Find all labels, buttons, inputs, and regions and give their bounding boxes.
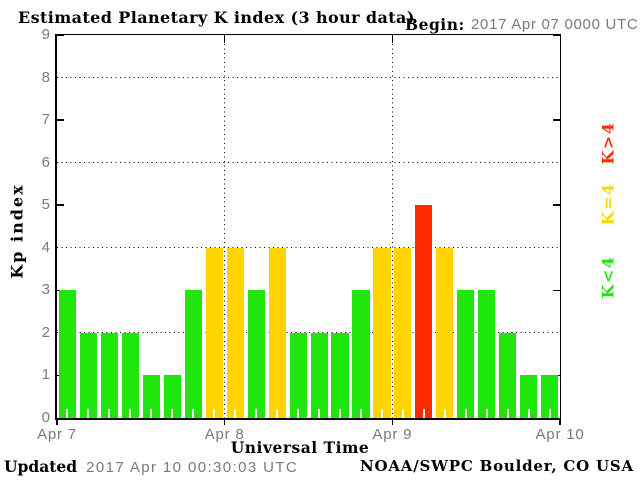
day-boundary-line-2 [391,35,393,418]
ytick-label-1: 1 [41,366,50,384]
kp-bar [268,247,286,418]
kp-bar [310,332,328,418]
bar-base-tick [87,409,90,418]
ytick-label-6: 6 [41,153,50,171]
updated-timestamp: 2017 Apr 10 00:30:03 UTC [86,459,299,476]
kp-bar [142,375,160,418]
kp-bar [163,375,181,418]
bar-base-tick [443,409,446,418]
updated-label: Updated [4,457,78,476]
kp-bar [184,290,202,418]
legend-item-1: K=4 [598,182,618,226]
bar-base-tick [276,409,279,418]
xtick-bottom-0 [56,420,58,425]
bar-base-tick [464,409,467,418]
begin-value: 2017 Apr 07 0000 UTC [471,16,639,33]
kp-bar [457,290,475,418]
ytick-label-5: 5 [41,196,50,214]
bar-base-tick [338,409,341,418]
bar-base-tick [359,409,362,418]
ytick-label-3: 3 [41,281,50,299]
bar-base-tick [213,409,216,418]
kp-bar [373,247,391,418]
bar-base-tick [380,409,383,418]
day-tick-top-2 [391,35,394,43]
begin-label: Begin: [405,15,465,34]
ytick-label-2: 2 [41,323,50,341]
bar-base-tick [506,409,509,418]
ytick-left-7 [57,119,64,121]
kp-bar [436,247,454,418]
bar-base-tick [108,409,111,418]
bar-base-tick [234,409,237,418]
kp-bar [205,247,223,418]
bar-base-tick [297,409,300,418]
gridline-kp-8 [57,77,560,79]
kp-bar [415,205,433,418]
ytick-label-7: 7 [41,111,50,129]
bar-base-tick [548,409,551,418]
chart-title: Estimated Planetary K index (3 hour data… [18,8,415,27]
kp-bar [121,332,140,418]
bar-base-tick [255,409,258,418]
day-boundary-line-1 [224,35,226,418]
kp-bar [79,332,98,418]
kp-bar [247,290,265,418]
xtick-label-apr-9: Apr 9 [372,426,413,443]
kp-bar [394,247,412,418]
kp-bar [520,375,538,418]
ytick-left-9 [57,34,64,36]
kp-bar [499,332,517,418]
bar-base-tick [129,409,132,418]
day-tick-top-1 [223,35,226,43]
gridline-kp-2 [57,332,560,334]
kp-bar [478,290,496,418]
xtick-label-apr-7: Apr 7 [37,426,77,443]
xtick-bottom-3 [559,420,561,425]
ytick-label-0: 0 [41,409,50,426]
bar-base-tick [171,409,174,418]
bar-base-tick [192,409,195,418]
kp-bar [226,247,244,418]
bar-base-tick [401,409,404,418]
ytick-right-5 [553,204,560,206]
ytick-label-4: 4 [41,238,50,256]
updated-line: Updated 2017 Apr 10 00:30:03 UTC [4,457,298,476]
bar-base-tick [66,409,69,418]
kp-bar [289,332,307,418]
ytick-right-9 [553,34,560,36]
legend-item-0: K>4 [598,121,618,165]
bar-base-tick [422,409,425,418]
kp-bar [59,290,77,418]
bar-base-tick [527,409,530,418]
x-axis-title: Universal Time [230,438,370,457]
bar-base-tick [485,409,488,418]
plot-area [55,34,561,420]
source-attribution: NOAA/SWPC Boulder, CO USA [359,457,634,475]
ytick-right-7 [553,119,560,121]
kp-bar [541,375,559,418]
kp-bar [352,290,370,418]
bar-base-tick [150,409,153,418]
xtick-label-apr-10: Apr 10 [535,426,585,443]
gridline-kp-6 [57,162,560,164]
xtick-label-apr-8: Apr 8 [204,426,245,443]
kp-bar [100,332,119,418]
ytick-label-8: 8 [41,68,50,86]
ytick-label-9: 9 [41,26,50,43]
ytick-right-3 [553,289,560,292]
ytick-left-5 [57,204,64,206]
xtick-bottom-1 [223,420,226,425]
ytick-left-3 [57,289,64,292]
gridline-kp-4 [57,247,560,249]
ytick-right-1 [553,374,560,377]
kp-bar [331,332,349,418]
legend-item-2: K<4 [598,255,618,299]
xtick-bottom-2 [391,420,394,425]
bar-base-tick [317,409,320,418]
